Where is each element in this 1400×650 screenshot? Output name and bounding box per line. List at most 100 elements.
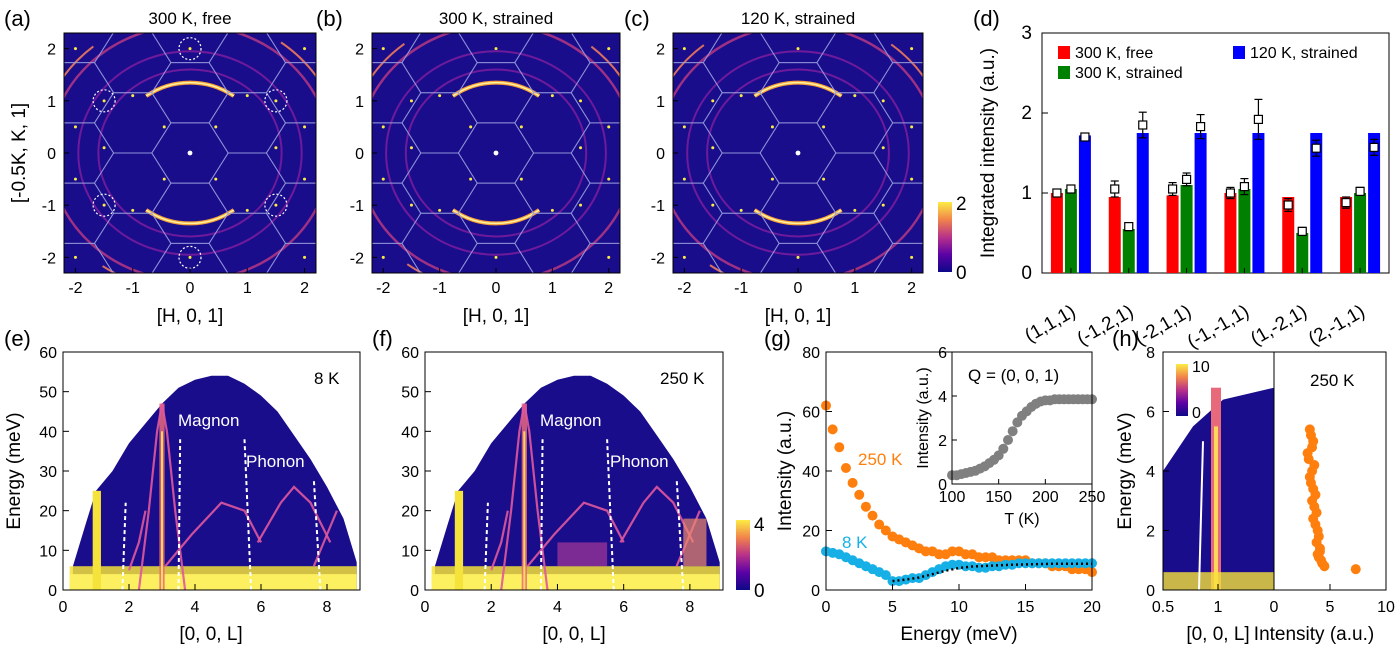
y-tick-label: 2	[355, 42, 364, 59]
bar	[1252, 133, 1265, 273]
bragg-spot	[796, 255, 800, 259]
panel-label-g: (g)	[764, 326, 791, 351]
bragg-spot	[409, 146, 413, 150]
data-marker	[1355, 186, 1365, 196]
data-marker	[1311, 143, 1321, 153]
xlabel-g: Energy (meV)	[900, 624, 1017, 645]
bragg-spot	[162, 177, 166, 181]
data-marker	[1138, 120, 1148, 130]
brillouin-zone	[265, 182, 316, 244]
bar	[1310, 133, 1323, 273]
data-point	[860, 501, 871, 512]
bragg-spot	[579, 99, 583, 103]
bragg-spot	[469, 177, 473, 181]
brillouin-zone	[266, 304, 342, 364]
x-tick-label: 6	[619, 599, 628, 616]
hk-map-area	[673, 33, 1007, 334]
magnon-branch	[137, 403, 164, 590]
bragg-spot	[381, 255, 385, 259]
bragg-spot	[607, 125, 611, 129]
bragg-spot	[131, 94, 135, 98]
data-marker	[1124, 222, 1134, 232]
y-tick-label: 0	[1021, 263, 1032, 284]
x-tick-label: 20	[1083, 599, 1101, 616]
bar	[1354, 193, 1367, 273]
x-tick-label: 1	[850, 280, 859, 297]
magnon-branch	[523, 403, 549, 590]
panel-d: 0123(1,1,1)(-1,2,1)(-2,1,1)(-1,-1,1)(1,-…	[1021, 23, 1390, 353]
brillouin-zone	[346, 0, 421, 2]
bragg-spot	[795, 150, 801, 156]
y-tick-label: 1	[355, 94, 364, 111]
bragg-spot	[579, 203, 583, 207]
bragg-spot	[682, 47, 686, 51]
detector-gap	[312, 478, 322, 590]
coverage-dome	[72, 375, 357, 590]
bragg-spot	[881, 203, 885, 207]
bragg-spot	[102, 99, 106, 103]
data-marker	[1341, 198, 1351, 208]
bragg-spot	[303, 47, 307, 51]
y-tick-label: 0	[48, 583, 57, 600]
bar	[1064, 189, 1077, 273]
colorbar-ef	[736, 520, 750, 590]
y-tick-label: 60	[401, 345, 419, 362]
legend-label: 300 K, free	[1075, 45, 1153, 62]
x-tick-label: -1	[126, 280, 140, 297]
legend-swatch	[1233, 46, 1245, 59]
phonon-label-e: Phonon	[246, 452, 305, 471]
brillouin-zone	[266, 0, 342, 2]
brillouin-zone	[570, 182, 620, 244]
phonon-branch	[312, 510, 338, 567]
profile-point	[1319, 561, 1330, 572]
data-point	[840, 463, 851, 474]
y-tick-label: 0	[410, 583, 419, 600]
data-point	[834, 442, 845, 453]
x-tick-label: 6	[257, 599, 266, 616]
xlabel-h: [0, 0, L]	[1186, 624, 1249, 645]
x-tick-label: 8	[323, 599, 332, 616]
bragg-spot	[493, 150, 499, 156]
y-tick-label: 60	[39, 345, 57, 362]
data-marker	[1225, 188, 1236, 198]
brillouin-zone	[265, 122, 316, 184]
ylabel-a: [-0.5K, K, 1]	[9, 103, 30, 203]
powder-ring	[97, 68, 283, 238]
highlight-circle	[264, 193, 288, 217]
bragg-spot	[303, 177, 307, 181]
hot-spot	[557, 542, 608, 567]
x-tick-label: 1	[548, 280, 557, 297]
data-marker	[1181, 174, 1192, 184]
y-tick-label: -2	[651, 250, 665, 267]
y-tick-label: 80	[802, 345, 820, 362]
bragg-spot	[519, 125, 523, 129]
brillouin-zone	[931, 274, 1007, 334]
detector-gap	[121, 502, 127, 590]
ylabel-d: Integrated intensity (a.u.)	[978, 48, 999, 258]
x-tick-label: 2	[604, 280, 613, 297]
temp-label-f: 250 K	[660, 369, 705, 388]
y-tick-label: 0	[1146, 583, 1155, 600]
y-tick-label: 40	[39, 424, 57, 441]
bar	[1296, 233, 1309, 273]
bragg-spot	[214, 125, 218, 129]
highlight-circle	[178, 37, 202, 61]
brillouin-zone	[570, 122, 620, 184]
bragg-spot	[739, 208, 743, 212]
profile-point	[1350, 564, 1361, 575]
bragg-spot	[73, 125, 77, 129]
xlabel-a: [H, 0, 1]	[157, 306, 224, 327]
hot-spot	[683, 518, 707, 567]
y-tick-label: 2	[1021, 103, 1032, 124]
powder-ring	[686, 50, 910, 256]
bragg-spot	[409, 99, 413, 103]
ylabel-h: Energy (meV)	[1115, 412, 1136, 529]
scattering-arc-core	[145, 81, 235, 97]
brillouin-zone	[873, 182, 923, 244]
x-tick-label: -2	[376, 280, 390, 297]
colorbar-abc-max: 2	[956, 194, 967, 215]
bragg-spot	[682, 177, 686, 181]
bragg-spot	[607, 255, 611, 259]
bragg-spot	[607, 47, 611, 51]
